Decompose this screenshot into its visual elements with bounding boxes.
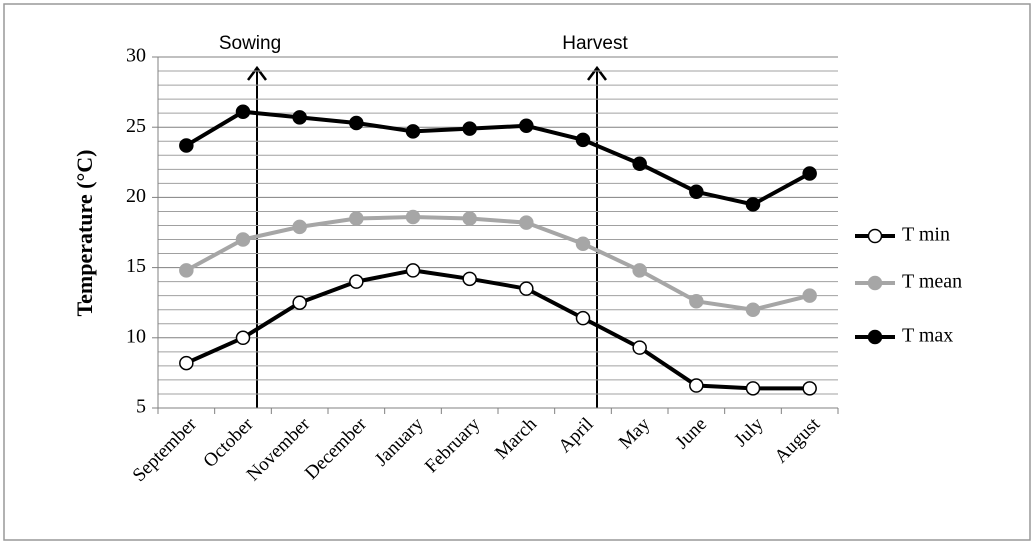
arrow-head (587, 65, 607, 81)
point (745, 302, 761, 317)
point (575, 310, 591, 326)
legend-marker (867, 228, 883, 244)
legend-label: T max (902, 325, 953, 347)
point (802, 288, 817, 303)
point (292, 219, 307, 235)
y-tick-label: 10 (126, 325, 146, 347)
point (632, 156, 647, 171)
y-axis-label: Temperature (°C) (72, 149, 97, 316)
arrow-head (247, 65, 267, 81)
point (405, 124, 421, 139)
point (349, 115, 364, 131)
y-tick-label: 15 (126, 255, 146, 277)
point (632, 340, 647, 355)
point (235, 330, 251, 346)
point (179, 138, 194, 153)
point (292, 110, 307, 125)
point (235, 104, 251, 120)
y-tick-label: 30 (126, 45, 146, 67)
point (745, 381, 761, 396)
legend-label: T mean (902, 271, 962, 293)
point (519, 215, 534, 230)
legend-label: T min (902, 224, 950, 246)
series-line (185, 215, 811, 312)
point (405, 263, 421, 278)
chart-border (3, 3, 1031, 541)
point (689, 294, 704, 309)
y-tick-label: 5 (136, 396, 146, 418)
point (689, 378, 704, 393)
point (349, 274, 364, 289)
point (179, 263, 194, 278)
point (179, 355, 194, 371)
series-line (185, 268, 810, 391)
point (575, 236, 591, 251)
point (519, 118, 534, 134)
point (802, 381, 817, 396)
point (632, 263, 647, 278)
y-tick-label: 20 (126, 185, 146, 207)
point (802, 166, 817, 181)
point (462, 271, 477, 287)
y-tick-label: 25 (126, 115, 146, 137)
point (235, 232, 251, 247)
annotation: Sowing (219, 33, 281, 54)
point (462, 121, 477, 136)
point (745, 197, 761, 212)
point (689, 184, 704, 200)
legend-marker (867, 275, 883, 291)
series-line (185, 109, 811, 207)
point (349, 211, 364, 226)
point (292, 295, 307, 310)
point (575, 132, 591, 148)
point (462, 211, 477, 226)
point (519, 281, 534, 296)
annotation: Harvest (562, 33, 628, 54)
harvest-arrow (587, 65, 607, 408)
legend-marker (867, 329, 883, 345)
point (405, 209, 421, 225)
